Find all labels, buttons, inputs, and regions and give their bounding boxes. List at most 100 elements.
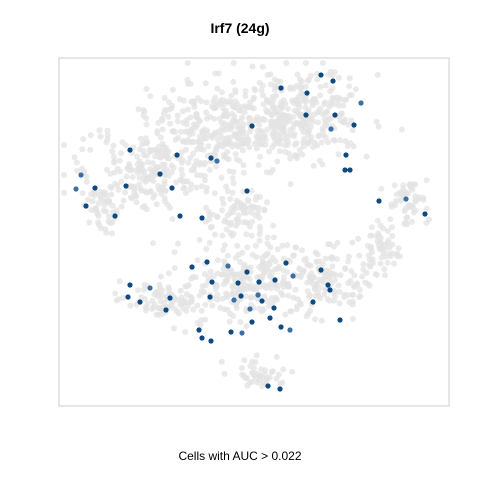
background-cell-point [261, 206, 268, 213]
background-cell-point [306, 293, 313, 300]
highlighted-cell-point [127, 282, 133, 288]
highlighted-cell-point [125, 294, 131, 300]
background-cell-point [408, 218, 415, 225]
background-cell-point [396, 253, 403, 260]
background-cell-point [219, 207, 226, 214]
background-cell-point [269, 166, 276, 173]
background-cell-point [237, 259, 244, 266]
background-cell-point [365, 252, 372, 259]
background-cell-point [226, 318, 233, 325]
background-cell-point [382, 242, 389, 248]
background-cell-point [141, 188, 148, 195]
background-cell-point [309, 102, 316, 109]
background-cell-point [101, 202, 108, 209]
background-cell-point [181, 184, 188, 191]
background-cell-point [280, 267, 287, 274]
background-cell-point [113, 297, 120, 304]
background-cell-point [322, 255, 329, 262]
background-cell-point [363, 269, 370, 276]
background-cell-point [243, 209, 250, 216]
background-cell-point [236, 157, 243, 164]
background-cell-point [147, 93, 154, 100]
background-cell-point [197, 139, 204, 146]
background-cell-point [297, 76, 303, 83]
background-cell-point [159, 117, 166, 124]
background-cell-point [256, 79, 263, 86]
background-cell-point [134, 169, 141, 176]
highlighted-cell-point [337, 317, 343, 323]
background-cell-point [373, 118, 380, 125]
background-cell-point [87, 132, 94, 139]
background-cell-point [154, 130, 161, 137]
background-cell-point [169, 86, 176, 93]
background-cell-point [202, 301, 209, 308]
highlighted-cell-point [310, 299, 316, 305]
background-cell-point [304, 279, 311, 286]
background-cell-point [268, 285, 275, 292]
background-cell-point [241, 357, 248, 364]
highlighted-cell-point [199, 215, 205, 221]
background-cell-point [220, 265, 227, 272]
background-cell-point [165, 99, 172, 106]
highlighted-cell-point [157, 171, 163, 177]
background-cell-point [245, 198, 252, 205]
background-cell-point [252, 212, 259, 219]
background-cell-point [302, 104, 309, 111]
background-cell-point [221, 370, 228, 377]
background-cell-point [106, 213, 113, 220]
background-cell-point [203, 135, 210, 142]
background-cell-point [248, 209, 255, 216]
background-cell-point [327, 68, 334, 75]
background-cell-point [271, 82, 278, 89]
background-cell-point [285, 292, 292, 299]
background-cell-point [278, 110, 285, 117]
background-cell-point [232, 119, 239, 126]
background-cell-point [258, 266, 265, 273]
background-cell-point [243, 323, 250, 330]
background-cell-point [140, 152, 147, 159]
background-cell-point [304, 131, 311, 138]
background-cell-point [263, 252, 270, 259]
background-cell-point [306, 139, 312, 146]
background-cell-point [270, 130, 277, 136]
background-cell-point [232, 98, 239, 105]
background-cell-point [307, 262, 314, 269]
background-cell-point [281, 128, 287, 135]
background-cell-point [231, 275, 238, 282]
background-cell-point [282, 120, 289, 127]
background-cell-point [230, 169, 237, 175]
background-cell-point [312, 316, 319, 323]
background-cell-point [161, 181, 168, 188]
highlighted-cell-point [163, 307, 169, 313]
background-cell-point [135, 106, 142, 113]
background-cell-point [259, 115, 266, 122]
background-cell-point [244, 375, 251, 382]
background-cell-point [156, 281, 163, 288]
background-cell-point [284, 142, 291, 148]
background-cell-point [222, 100, 229, 106]
background-cell-point [218, 358, 225, 365]
background-cell-point [374, 72, 381, 78]
highlighted-cell-point [189, 264, 195, 270]
background-cell-point [290, 85, 297, 92]
background-cell-point [183, 190, 189, 196]
background-cell-point [313, 258, 320, 265]
background-cell-point [198, 183, 205, 190]
highlighted-cell-point [347, 167, 353, 173]
background-cell-point [138, 294, 145, 300]
background-cell-point [136, 181, 143, 188]
background-cell-point [304, 120, 311, 127]
background-cell-point [205, 208, 212, 215]
background-cell-point [120, 294, 126, 301]
highlighted-cell-point [177, 213, 183, 219]
background-cell-point [319, 261, 326, 268]
background-cell-point [323, 109, 330, 116]
background-cell-point [356, 294, 363, 300]
highlighted-cell-point [303, 112, 309, 118]
background-cell-point [321, 116, 328, 123]
background-cell-point [203, 188, 210, 195]
background-cell-point [223, 278, 230, 285]
background-cell-point [292, 286, 299, 293]
background-cell-point [211, 115, 218, 122]
background-cell-point [268, 112, 275, 119]
